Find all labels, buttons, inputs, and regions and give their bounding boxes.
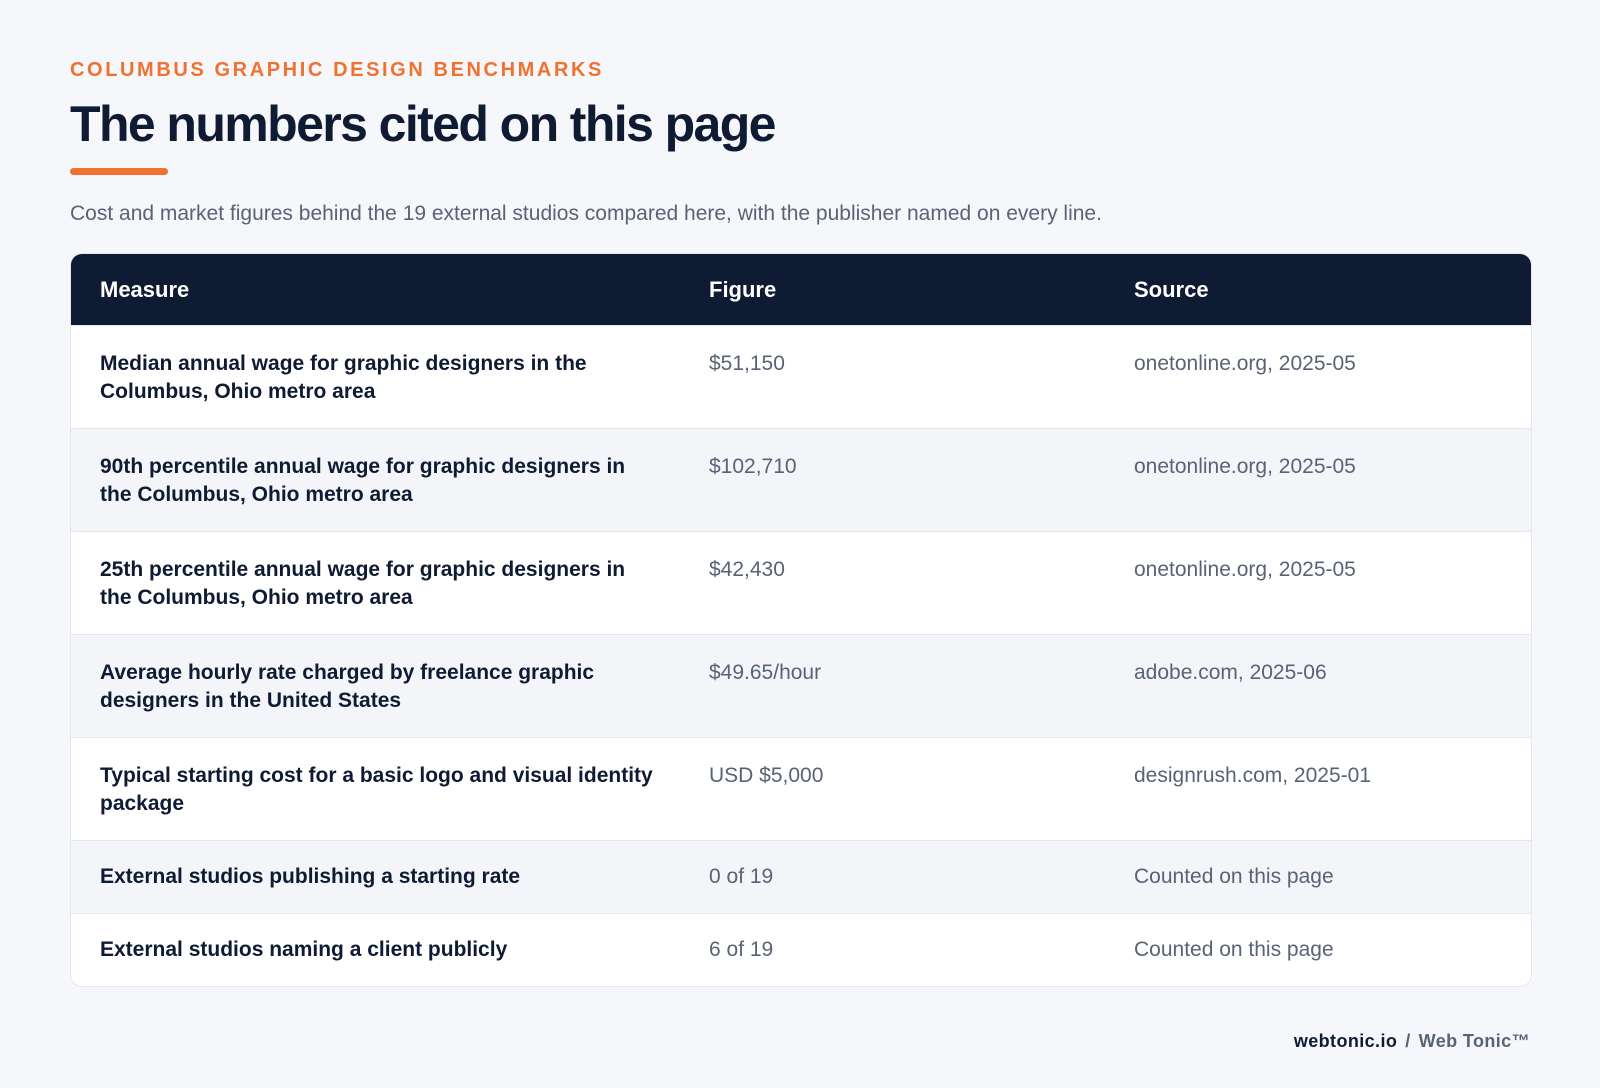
column-header-figure: Figure [709, 276, 777, 302]
figure-cell: $42,430 [709, 558, 785, 581]
measure-cell: External studios publishing a starting r… [100, 865, 521, 888]
table-row: External studios naming a client publicl… [71, 913, 1531, 987]
source-cell: Counted on this page [1134, 865, 1334, 888]
table-row: Average hourly rate charged by freelance… [71, 634, 1531, 738]
page-title: The numbers cited on this page [70, 96, 776, 152]
table-row: 90th percentile annual wage for graphic … [71, 428, 1531, 532]
figure-cell: $49.65/hour [709, 661, 822, 684]
page-content: COLUMBUS GRAPHIC DESIGN BENCHMARKS The n… [70, 56, 1532, 987]
source-cell: onetonline.org, 2025-05 [1134, 558, 1356, 581]
title-accent-bar [70, 168, 168, 175]
measure-cell: Average hourly rate charged by freelance… [100, 661, 595, 712]
figure-cell: $102,710 [709, 455, 797, 478]
source-cell: onetonline.org, 2025-05 [1134, 455, 1356, 478]
measure-cell: Typical starting cost for a basic logo a… [100, 764, 653, 815]
figure-cell: 0 of 19 [709, 865, 774, 888]
column-header-source: Source [1134, 276, 1209, 302]
measure-cell: 90th percentile annual wage for graphic … [100, 455, 626, 506]
footer-credit: webtonic.io / Web Tonic™ [1294, 1031, 1530, 1052]
figure-cell: $51,150 [709, 352, 785, 375]
table-row: Median annual wage for graphic designers… [71, 325, 1531, 429]
figure-cell: USD $5,000 [709, 764, 824, 787]
measure-cell: External studios naming a client publicl… [100, 938, 508, 961]
column-header-measure: Measure [100, 276, 190, 302]
benchmarks-table-card: Measure Figure Source Median annual wage… [70, 253, 1532, 987]
source-cell: adobe.com, 2025-06 [1134, 661, 1327, 684]
measure-cell: 25th percentile annual wage for graphic … [100, 558, 626, 609]
footer-domain: webtonic.io [1293, 1031, 1398, 1051]
source-cell: designrush.com, 2025-01 [1134, 764, 1371, 787]
measure-cell: Median annual wage for graphic designers… [100, 352, 587, 403]
source-cell: onetonline.org, 2025-05 [1134, 352, 1356, 375]
page-subtitle: Cost and market figures behind the 19 ex… [70, 202, 1102, 225]
table-row: External studios publishing a starting r… [71, 840, 1531, 914]
table-row: Typical starting cost for a basic logo a… [71, 737, 1531, 841]
footer-separator: / [1405, 1031, 1411, 1051]
benchmarks-table: Measure Figure Source Median annual wage… [71, 254, 1531, 986]
source-cell: Counted on this page [1134, 938, 1334, 961]
table-row: 25th percentile annual wage for graphic … [71, 531, 1531, 635]
eyebrow-label: COLUMBUS GRAPHIC DESIGN BENCHMARKS [70, 59, 604, 81]
footer-brand: Web Tonic™ [1418, 1031, 1530, 1051]
table-header-row: Measure Figure Source [71, 254, 1531, 326]
figure-cell: 6 of 19 [709, 938, 774, 961]
